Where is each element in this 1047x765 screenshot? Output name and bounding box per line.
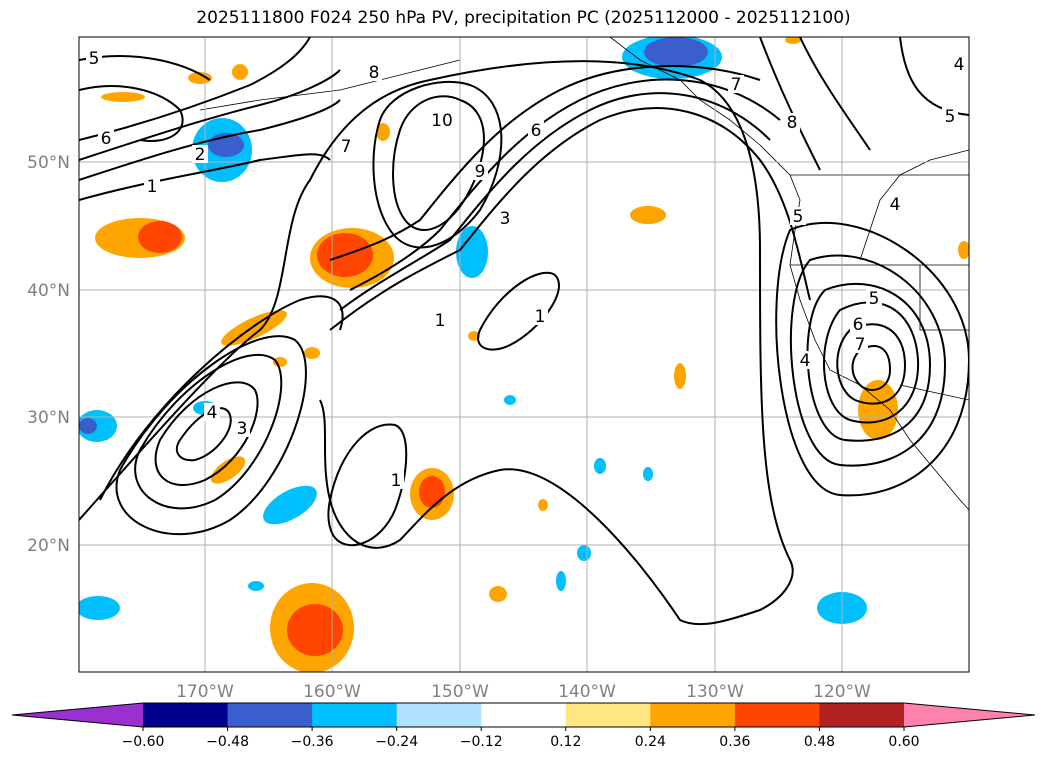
pv-contours [79, 37, 969, 626]
colorbar-segment [819, 703, 905, 727]
colorbar-segment [650, 703, 736, 727]
colorbar-tick-label: 0.24 [635, 734, 666, 750]
colorbar-tick-label: −0.60 [122, 734, 165, 750]
contour-label: 5 [89, 49, 100, 69]
colorbar-tick-label: 0.12 [550, 734, 581, 750]
contour-label: 5 [869, 289, 880, 309]
contour-label: 5 [945, 107, 956, 127]
contour-labels: 5 6 1 2 7 8 10 9 6 3 7 8 5 4 5 4 5 6 7 [86, 49, 966, 491]
contour-label: 5 [793, 207, 804, 227]
contour-label: 10 [431, 111, 453, 131]
precip-positive [95, 37, 969, 672]
colorbar-tick-label: −0.24 [375, 734, 418, 750]
contour-label: 6 [853, 315, 864, 335]
colorbar-tick-label: 0.60 [888, 734, 919, 750]
contour-label: 6 [101, 129, 112, 149]
lon-label-130w: 130°W [686, 682, 744, 702]
contour-label: 2 [195, 145, 206, 165]
contour-label: 8 [369, 63, 380, 83]
contour-label: 3 [237, 419, 248, 439]
contour-label: 8 [787, 113, 798, 133]
lat-label-40n: 40°N [27, 281, 70, 301]
contour-label: 7 [341, 137, 352, 157]
map-frame [78, 36, 970, 673]
contour-label: 9 [475, 162, 486, 182]
contour-label: 4 [207, 403, 218, 423]
colorbar-segment [312, 703, 398, 727]
colorbar-segment [396, 703, 482, 727]
colorbar-tick-label: 0.48 [804, 734, 835, 750]
lon-label-160w: 160°W [303, 682, 361, 702]
contour-label: 1 [435, 311, 446, 331]
lat-label-20n: 20°N [27, 536, 70, 556]
contour-label: 1 [147, 177, 158, 197]
lat-label-50n: 50°N [27, 153, 70, 173]
contour-label: 7 [855, 335, 866, 355]
colorbar-segment [734, 703, 820, 727]
contour-label: 6 [531, 121, 542, 141]
colorbar-segment [481, 703, 567, 727]
colorbar-segment [143, 703, 229, 727]
colorbar-extend-max [904, 703, 1035, 727]
contour-label: 7 [731, 75, 742, 95]
colorbar-tick-label: −0.12 [460, 734, 503, 750]
colorbar-extend-min [12, 703, 143, 727]
colorbar-tick-label: −0.48 [206, 734, 249, 750]
colorbar-segment [227, 703, 313, 727]
lat-label-30n: 30°N [27, 408, 70, 428]
chart-title: 2025111800 F024 250 hPa PV, precipitatio… [196, 8, 851, 28]
colorbar-tick-label: 0.36 [719, 734, 750, 750]
contour-label: 4 [954, 55, 965, 75]
lon-label-150w: 150°W [431, 682, 489, 702]
colorbar-tick-label: −0.36 [291, 734, 334, 750]
contour-label: 4 [890, 195, 901, 215]
contour-label: 4 [800, 351, 811, 371]
lon-label-170w: 170°W [176, 682, 234, 702]
contour-label: 1 [535, 307, 546, 327]
colorbar-segment [565, 703, 651, 727]
contour-label: 3 [500, 209, 511, 229]
lon-label-140w: 140°W [558, 682, 616, 702]
contour-label: 1 [391, 471, 402, 491]
colorbar: −0.60 −0.48 −0.36 −0.24 −0.12 0.12 0.24 0.36 0.4… [11, 702, 1036, 750]
lon-label-120w: 120°W [813, 682, 871, 702]
